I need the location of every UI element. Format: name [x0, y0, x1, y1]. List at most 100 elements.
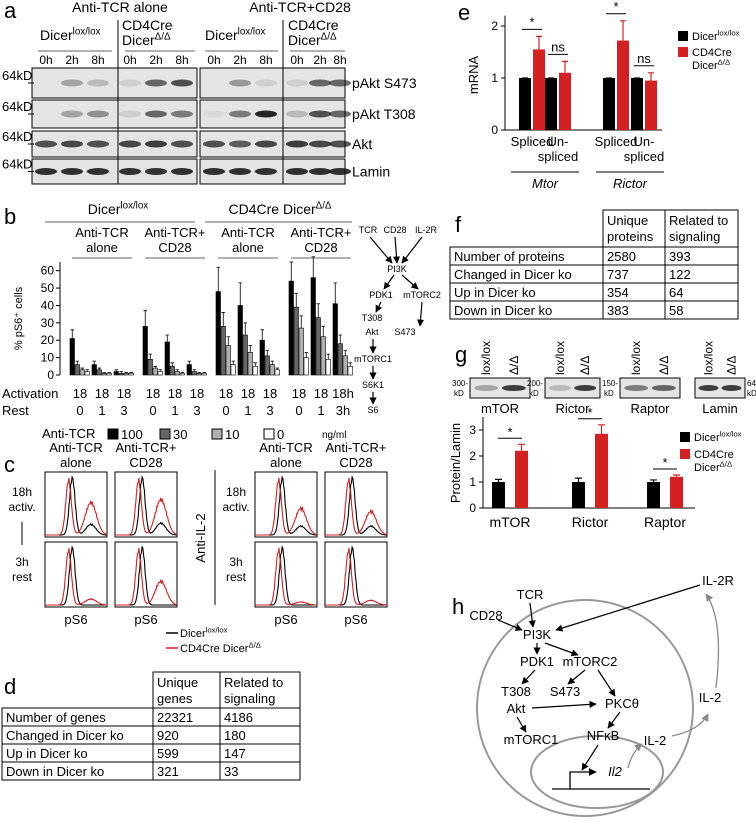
- genotype-label-sup: lox/lox: [238, 26, 266, 37]
- blot-band: [286, 79, 308, 87]
- bar: [310, 277, 316, 376]
- significance-label: ns: [637, 51, 651, 66]
- y-tick-label: 3: [469, 423, 476, 437]
- blot-band: [329, 168, 351, 175]
- bar: [101, 372, 107, 376]
- label-line: CD4Cre: [288, 17, 342, 33]
- error-bar: [158, 369, 162, 372]
- y-tick-label: 10: [41, 351, 55, 365]
- x-tick-label: Un-: [548, 134, 569, 149]
- table-cell: 920: [157, 728, 179, 743]
- x-tick-label: mTOR: [490, 514, 531, 530]
- blot-label: pAkt T308: [352, 106, 416, 122]
- bar: [274, 369, 280, 376]
- bar: [247, 352, 253, 376]
- table-cell: Changed in Dicer ko: [454, 267, 572, 282]
- legend-label: 30: [173, 427, 187, 442]
- bar: [259, 339, 265, 376]
- legend-label-sup: lox/lox: [718, 29, 740, 38]
- bar: [169, 366, 175, 376]
- x-tick-label: 0: [222, 403, 229, 418]
- blot-band: [145, 168, 167, 175]
- lane-label: lox/lox: [702, 341, 716, 375]
- genotype-label: Dicer: [40, 27, 73, 43]
- arrow: [521, 669, 536, 685]
- panel-letter: a: [4, 0, 17, 23]
- arrow: [555, 584, 701, 632]
- stimulation-label: CD28: [304, 240, 337, 255]
- size-marker: 300-: [452, 379, 468, 388]
- size-marker-unit: kD: [454, 389, 464, 398]
- condition-label: 3h: [229, 555, 242, 569]
- label-line: CD4Cre: [692, 47, 735, 59]
- bar: [225, 345, 231, 376]
- error-bar: [97, 367, 101, 370]
- error-bar: [85, 369, 89, 372]
- y-tick-label: 0: [47, 368, 54, 382]
- blot: [31, 99, 198, 129]
- x-tick-label: 1: [244, 403, 251, 418]
- size-marker-unit: kD: [747, 389, 756, 398]
- diagram-node: IL-2R: [702, 573, 734, 588]
- lane-label: Δ/Δ: [725, 356, 739, 375]
- y-tick-label: 1: [469, 475, 476, 489]
- blot-band: [119, 140, 141, 148]
- error-bar: [265, 350, 269, 356]
- genotype-label-sup: Δ/Δ: [316, 200, 332, 211]
- y-tick-label: 2: [469, 449, 476, 463]
- blot-band: [87, 79, 109, 87]
- stimulation-label: CD28: [129, 455, 162, 470]
- bar: [647, 482, 660, 508]
- blot-band: [171, 140, 193, 148]
- error-bar: [326, 353, 330, 360]
- condition-label: 18h: [226, 485, 246, 499]
- x-tick-label: Spliced: [595, 134, 638, 149]
- error-bar: [275, 367, 279, 370]
- significance-label: *: [587, 405, 592, 420]
- genotype-label-sup: lox/lox: [73, 26, 101, 37]
- time-label: 0h: [207, 53, 220, 67]
- bar: [201, 372, 207, 376]
- bar: [325, 359, 331, 376]
- time-label: 2h: [149, 53, 162, 67]
- condition-label: 18h: [12, 485, 32, 499]
- blot-band: [255, 110, 277, 118]
- group-label: Rictor: [613, 176, 648, 191]
- legend-label-sup: Δ/Δ: [720, 460, 732, 469]
- lane-label: Δ/Δ: [578, 356, 592, 375]
- blot-band: [145, 140, 167, 148]
- blot-band: [229, 168, 251, 175]
- blot-band: [574, 385, 597, 391]
- error-bar: [80, 367, 84, 370]
- blot-label: Lamin: [352, 164, 390, 180]
- bar: [174, 371, 180, 376]
- panel-letter: b: [4, 204, 16, 229]
- blot-band: [229, 110, 251, 118]
- blot-band: [119, 168, 141, 175]
- arrow: [581, 744, 599, 771]
- bar: [157, 371, 163, 376]
- pathway-node: PI3K: [387, 264, 407, 274]
- bar: [113, 371, 119, 376]
- pathway-node: mTORC2: [403, 290, 441, 300]
- bar: [230, 364, 236, 376]
- x-tick-label: 3: [193, 403, 200, 418]
- arrow: [544, 642, 579, 657]
- histogram-curve: [45, 547, 107, 606]
- stimulation-label: Anti-TCR: [75, 225, 128, 240]
- x-axis-label: pS6: [344, 612, 367, 627]
- x-tick-label: 18: [168, 386, 182, 401]
- arrow: [375, 301, 383, 313]
- label-line: Dicer: [122, 32, 155, 48]
- error-bar: [153, 365, 157, 369]
- error-bar: [197, 371, 201, 374]
- table-cell: 383: [607, 303, 629, 318]
- genotype-label: CD4Cre Dicer: [229, 201, 316, 217]
- bar: [515, 450, 528, 508]
- lane-label: Δ/Δ: [657, 356, 671, 375]
- diagram-node: PKCθ: [605, 696, 639, 711]
- diagram-node: PDK1: [520, 654, 554, 669]
- x-tick-label: 18: [146, 386, 160, 401]
- bar: [252, 366, 258, 376]
- histogram-curve: [325, 477, 388, 536]
